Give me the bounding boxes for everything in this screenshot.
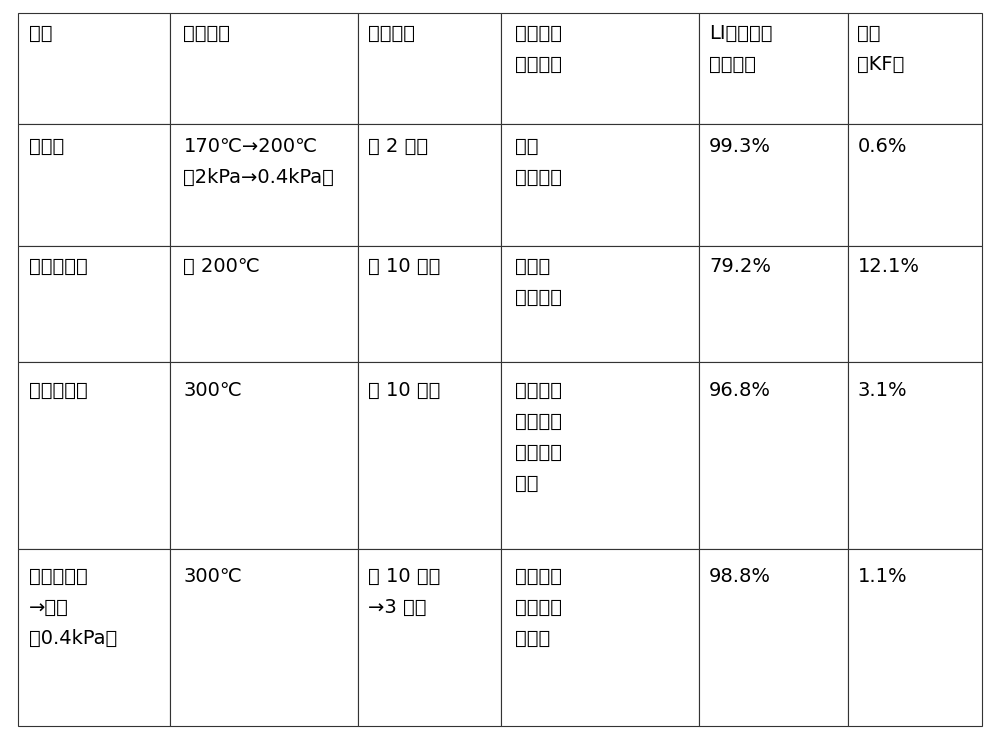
Bar xyxy=(848,549,982,726)
Text: 98.8%: 98.8% xyxy=(709,567,771,585)
Text: 99.3%: 99.3% xyxy=(709,137,771,156)
Bar xyxy=(358,362,501,549)
Text: 白色～灰
色粉末颗
粒有沙沙
响声: 白色～灰 色粉末颗 粒有沙沙 响声 xyxy=(515,381,562,493)
Text: 300℃: 300℃ xyxy=(183,381,242,400)
Text: 颗粒
反复粉碎: 颗粒 反复粉碎 xyxy=(515,137,562,186)
Text: 加热搅拌器
→蒸发
（0.4kPa）: 加热搅拌器 →蒸发 （0.4kPa） xyxy=(29,567,117,647)
Bar xyxy=(18,549,170,726)
Text: 加热搅拌器: 加热搅拌器 xyxy=(29,257,87,276)
Text: 约 200℃: 约 200℃ xyxy=(183,257,260,276)
Text: 加热搅拌器: 加热搅拌器 xyxy=(29,381,87,400)
Bar xyxy=(170,362,358,549)
Bar xyxy=(699,124,848,245)
Bar xyxy=(18,245,170,362)
Text: 约 10 分钟: 约 10 分钟 xyxy=(368,257,441,276)
Bar xyxy=(501,124,699,245)
Bar xyxy=(501,245,699,362)
Text: 约 10 分钟: 约 10 分钟 xyxy=(368,381,441,400)
Bar xyxy=(170,549,358,726)
Text: 约 2 小时: 约 2 小时 xyxy=(368,137,428,156)
Text: 12.1%: 12.1% xyxy=(857,257,919,276)
Bar xyxy=(18,362,170,549)
Text: 300℃: 300℃ xyxy=(183,567,242,585)
Text: 170℃→200℃
（2kPa→0.4kPa）: 170℃→200℃ （2kPa→0.4kPa） xyxy=(183,137,334,186)
Text: 处理: 处理 xyxy=(29,24,52,44)
Bar xyxy=(501,362,699,549)
Bar xyxy=(501,13,699,124)
Bar xyxy=(18,124,170,245)
Text: 干燥条件: 干燥条件 xyxy=(183,24,230,44)
Text: 干燥时间: 干燥时间 xyxy=(368,24,415,44)
Bar xyxy=(848,245,982,362)
Bar xyxy=(501,549,699,726)
Bar xyxy=(18,13,170,124)
Bar xyxy=(170,13,358,124)
Text: 结晶性状
取出状况: 结晶性状 取出状况 xyxy=(515,24,562,75)
Text: 1.1%: 1.1% xyxy=(857,567,907,585)
Text: 3.1%: 3.1% xyxy=(857,381,907,400)
Bar xyxy=(358,549,501,726)
Text: 蒸发器: 蒸发器 xyxy=(29,137,64,156)
Bar xyxy=(170,124,358,245)
Bar xyxy=(358,13,501,124)
Text: 0.6%: 0.6% xyxy=(857,137,907,156)
Bar xyxy=(699,362,848,549)
Bar xyxy=(848,124,982,245)
Text: 79.2%: 79.2% xyxy=(709,257,771,276)
Text: 白色粉末
颗粒有沙
沙响声: 白色粉末 颗粒有沙 沙响声 xyxy=(515,567,562,647)
Bar xyxy=(699,13,848,124)
Text: 水分
（KF）: 水分 （KF） xyxy=(857,24,905,75)
Text: LI（无水）
换算纯度: LI（无水） 换算纯度 xyxy=(709,24,773,75)
Bar xyxy=(358,245,501,362)
Bar xyxy=(848,362,982,549)
Bar xyxy=(170,245,358,362)
Text: 约 10 分钟
→3 小时: 约 10 分钟 →3 小时 xyxy=(368,567,441,616)
Bar xyxy=(699,549,848,726)
Bar xyxy=(358,124,501,245)
Bar xyxy=(699,245,848,362)
Text: 板结晶
容易剥离: 板结晶 容易剥离 xyxy=(515,257,562,307)
Bar xyxy=(848,13,982,124)
Text: 96.8%: 96.8% xyxy=(709,381,771,400)
